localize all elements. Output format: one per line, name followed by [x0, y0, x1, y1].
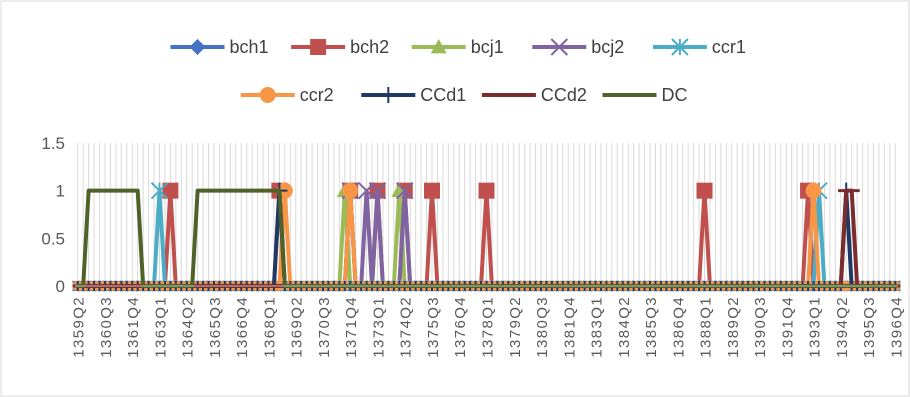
legend-marker	[671, 38, 689, 56]
x-tick-label: 1360Q3	[98, 296, 115, 358]
x-tick-label: 1383Q1	[589, 296, 606, 358]
data-point	[696, 182, 713, 199]
x-tick-label: 1394Q2	[834, 296, 851, 358]
x-tick-label: 1379Q2	[507, 296, 524, 358]
x-tick-label: 1374Q2	[398, 296, 415, 358]
x-tick-label: 1385Q3	[643, 296, 660, 358]
legend-label: bch2	[350, 37, 389, 57]
legend-item-bch2: bch2	[291, 37, 389, 57]
legend-layer: bch1 bch2 bcj1 bcj2 ccr1 ccr2 CCd1 CCd2 DC	[170, 37, 746, 105]
x-tick-label: 1395Q3	[861, 296, 878, 358]
x-tick-label: 1365Q3	[207, 296, 224, 358]
x-tick-label: 1396Q4	[888, 296, 905, 358]
legend-item-bch1: bch1	[170, 37, 269, 57]
data-point	[396, 181, 414, 200]
axis-layer: 0 0.5 1 1.5 1359Q2 1360Q3 1361Q4 1363Q1 1364Q2 13…	[41, 134, 905, 358]
legend-marker	[550, 38, 569, 56]
data-point	[150, 181, 169, 200]
x-tick-label: 1389Q2	[725, 296, 742, 358]
x-tick-label: 1384Q2	[616, 296, 633, 358]
legend-item-dc: DC	[602, 85, 688, 105]
legend-label: bch1	[230, 37, 269, 57]
legend-item-ccr1: ccr1	[652, 37, 746, 57]
legend-item-ccr2: ccr2	[240, 85, 334, 105]
x-tick-label: 1364Q2	[180, 296, 197, 358]
x-tick-label: 1361Q4	[125, 296, 142, 358]
y-tick-label: 0	[56, 277, 65, 296]
data-point	[162, 182, 179, 199]
legend-item-ccd2: CCd2	[481, 85, 587, 105]
legend-item-bcj1: bcj1	[411, 37, 504, 57]
x-tick-label: 1366Q4	[234, 296, 251, 358]
x-tick-label: 1381Q4	[561, 296, 578, 358]
legend-marker	[189, 39, 206, 55]
data-point	[423, 182, 440, 199]
legend-marker	[259, 87, 276, 103]
x-tick-label: 1376Q4	[452, 296, 469, 358]
x-tick-label: 1369Q2	[289, 296, 306, 358]
data-point	[342, 182, 359, 199]
x-tick-label: 1359Q2	[71, 296, 88, 358]
x-tick-label: 1371Q4	[343, 296, 360, 358]
x-tick-label: 1391Q4	[779, 296, 796, 358]
legend-marker	[380, 87, 397, 103]
legend-label: ccr1	[712, 37, 746, 57]
x-tick-label: 1373Q1	[370, 296, 387, 358]
legend-item-bcj2: bcj2	[532, 37, 624, 57]
x-tick-label: 1368Q1	[261, 296, 278, 358]
legend-label: ccr2	[300, 85, 334, 105]
y-tick-label: 0.5	[41, 229, 65, 248]
y-tick-label: 1	[56, 182, 65, 201]
data-point	[368, 181, 387, 200]
legend-label: CCd2	[541, 85, 587, 105]
data-point	[805, 182, 822, 199]
x-tick-label: 1393Q1	[807, 296, 824, 358]
x-tick-label: 1378Q1	[480, 296, 497, 358]
x-tick-label: 1375Q3	[425, 296, 442, 358]
x-tick-label: 1380Q3	[534, 296, 551, 358]
legend-marker	[430, 39, 447, 54]
x-tick-label: 1370Q3	[316, 296, 333, 358]
x-tick-label: 1388Q1	[698, 296, 715, 358]
legend-label: CCd1	[420, 85, 466, 105]
legend-label: bcj1	[471, 37, 504, 57]
x-tick-label: 1390Q3	[752, 296, 769, 358]
legend-label: bcj2	[591, 37, 624, 57]
legend-item-ccd1: CCd1	[361, 85, 466, 105]
legend-marker	[310, 39, 327, 55]
x-tick-label: 1363Q1	[152, 296, 169, 358]
legend-label: DC	[662, 85, 688, 105]
data-point	[478, 182, 495, 199]
x-tick-label: 1386Q4	[670, 296, 687, 358]
y-tick-label: 1.5	[41, 134, 65, 153]
